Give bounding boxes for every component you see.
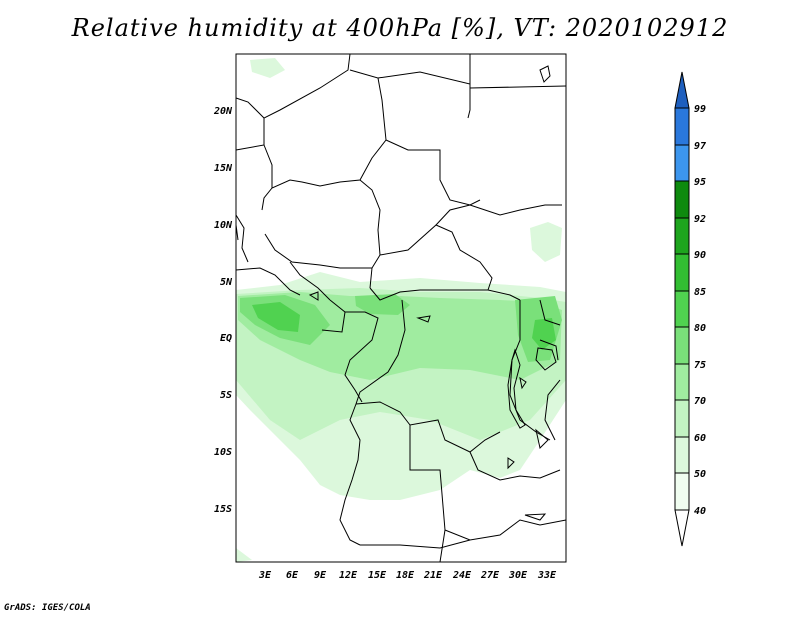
humidity-region-light-2 xyxy=(530,222,562,262)
lat-label: 10N xyxy=(214,220,233,231)
lon-label: 24E xyxy=(452,570,472,581)
humidity-region-75-b xyxy=(355,294,410,315)
grads-credit: GrADS: IGES/COLA xyxy=(4,603,91,613)
colorbar-label: 85 xyxy=(694,287,706,298)
lon-label: 21E xyxy=(423,570,443,581)
colorbar-swatch xyxy=(674,363,690,401)
lon-axis: 3E 6E 9E 12E 15E 18E 21E 24E 27E 30E 33E xyxy=(258,570,557,581)
lon-label: 27E xyxy=(480,570,500,581)
lon-label: 18E xyxy=(396,570,415,581)
humidity-region-80 xyxy=(252,302,300,332)
lon-label: 12E xyxy=(339,570,358,581)
colorbar-swatch xyxy=(674,253,690,292)
lat-label: 5N xyxy=(220,277,233,288)
lat-label: 15S xyxy=(214,504,232,515)
lon-label: 33E xyxy=(537,570,557,581)
lon-label: 15E xyxy=(368,570,387,581)
colorbar-label: 50 xyxy=(694,469,706,480)
colorbar-label: 95 xyxy=(694,177,706,188)
colorbar xyxy=(674,71,690,547)
map-frame xyxy=(235,53,567,563)
humidity-region-light-3 xyxy=(250,58,285,78)
colorbar-swatch xyxy=(674,180,690,219)
country-borders xyxy=(235,53,567,563)
colorbar-label: 60 xyxy=(694,433,706,444)
lat-label: 15N xyxy=(214,163,233,174)
colorbar-swatch xyxy=(674,107,690,146)
lon-label: 6E xyxy=(286,570,299,581)
humidity-region-80-b xyxy=(532,318,556,350)
lat-label: 10S xyxy=(214,447,232,458)
chart-title: Relative humidity at 400hPa [%], VT: 202… xyxy=(71,14,729,42)
lon-label: 30E xyxy=(508,570,528,581)
lat-label: 5S xyxy=(220,390,232,401)
colorbar-swatch xyxy=(674,326,690,365)
colorbar-swatch xyxy=(674,290,690,328)
colorbar-swatch xyxy=(674,144,690,182)
colorbar-label: 75 xyxy=(694,360,706,371)
humidity-field xyxy=(236,58,566,562)
lat-axis: 20N 15N 10N 5N EQ 5S 10S 15S xyxy=(213,106,233,515)
colorbar-label: 70 xyxy=(694,396,706,407)
humidity-region-light-4 xyxy=(236,548,252,562)
colorbar-label: 90 xyxy=(694,250,706,261)
colorbar-swatch xyxy=(674,472,690,511)
lat-label: 20N xyxy=(213,106,233,117)
colorbar-label: 40 xyxy=(694,506,706,517)
lat-label: EQ xyxy=(220,333,232,344)
colorbar-swatch xyxy=(674,217,690,255)
colorbar-swatch xyxy=(674,436,690,474)
colorbar-bottom-arrow xyxy=(674,509,690,547)
colorbar-swatch xyxy=(674,399,690,438)
colorbar-top-arrow xyxy=(674,71,690,109)
lon-label: 9E xyxy=(314,570,327,581)
lon-label: 3E xyxy=(258,570,272,581)
colorbar-labels: 99 97 95 92 90 85 80 75 70 60 50 40 xyxy=(694,104,706,517)
colorbar-label: 99 xyxy=(694,104,706,115)
colorbar-label: 80 xyxy=(694,323,706,334)
lakes xyxy=(308,291,557,521)
colorbar-label: 97 xyxy=(694,141,706,152)
colorbar-label: 92 xyxy=(694,214,706,225)
